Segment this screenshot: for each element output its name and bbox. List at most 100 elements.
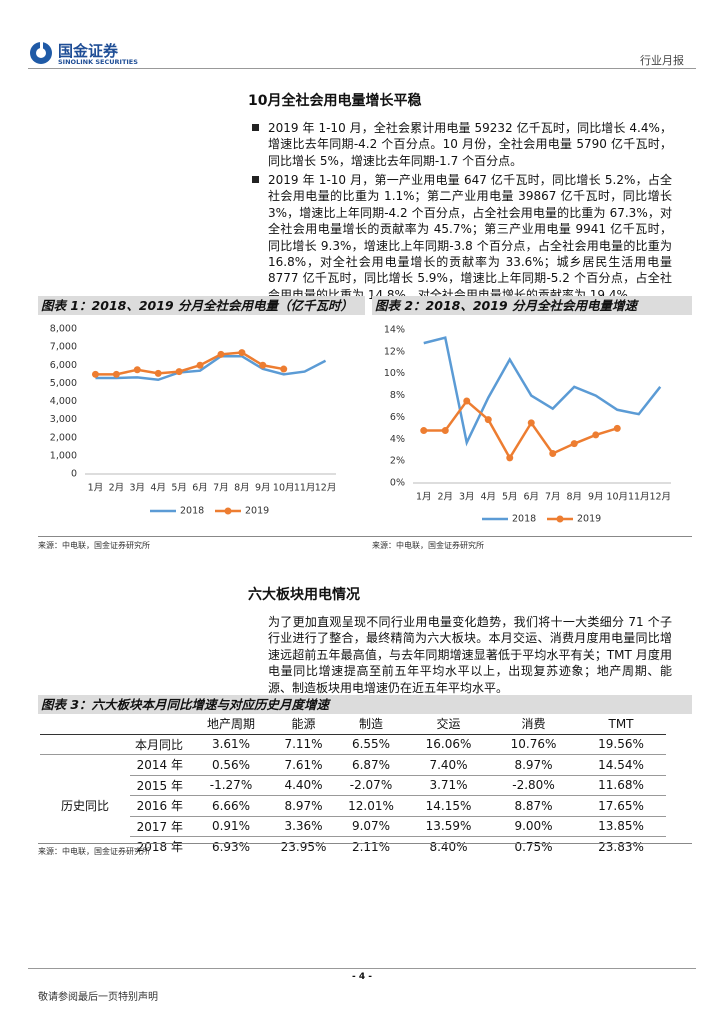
y-tick-label: 2,000 <box>50 432 77 443</box>
y-tick-label: 4% <box>390 434 405 445</box>
point <box>463 397 471 405</box>
bullet: 2019 年 1-10 月，第一产业用电量 647 亿千瓦时，同比增长 5.2%… <box>252 172 672 303</box>
cell: 8.97% <box>491 754 576 776</box>
row-label: 本月同比 <box>40 734 191 755</box>
y-tick-label: 6,000 <box>50 360 77 371</box>
y-tick-label: 5,000 <box>50 378 77 389</box>
y-tick-label: 12% <box>384 346 405 357</box>
cell: 7.61% <box>271 754 336 776</box>
cell: 11.68% <box>576 775 666 796</box>
x-tick-label: 5月 <box>502 492 518 503</box>
y-tick-label: 3,000 <box>50 414 77 425</box>
series-line <box>423 399 618 461</box>
point <box>91 370 99 378</box>
x-tick-label: 6月 <box>523 492 539 503</box>
y-tick-label: 7,000 <box>50 342 77 353</box>
cell: 0.91% <box>191 816 271 837</box>
x-tick-label: 3月 <box>130 483 146 494</box>
charts: 0 1,000 2,000 3,000 4,000 5,000 6,000 7,000 8,00… <box>50 324 671 525</box>
cell: 6.93% <box>211 839 251 854</box>
point <box>196 361 204 369</box>
history-row: 2016 年 6.66% 8.97% 12.01% 14.15% 8.87% 17.65% <box>40 795 666 817</box>
legend-label: 2019 <box>245 506 269 517</box>
column-header: 制造 <box>336 714 406 735</box>
report-type: 行业月报 <box>640 54 684 67</box>
point <box>570 440 578 448</box>
cell: -2.07% <box>336 775 406 796</box>
series-line <box>95 351 284 376</box>
figure-rule <box>38 536 692 537</box>
x-tick-label: 8月 <box>234 483 250 494</box>
cell: -2.80% <box>491 775 576 796</box>
y-tick-label: 6% <box>390 412 405 423</box>
cell: 8.97% <box>271 795 336 817</box>
cell: 3.61% <box>191 734 271 755</box>
x-tick-label: 2月 <box>109 483 125 494</box>
row-label: 2014 年 <box>130 754 191 776</box>
cell: 8.40% <box>429 839 468 854</box>
logo-cn: 国金证券 <box>58 42 119 60</box>
page-number: - 4 - <box>352 972 372 982</box>
legend-label: 2018 <box>512 514 536 525</box>
column-header: 消费 <box>491 714 576 735</box>
history-row: 2015 年 -1.27% 4.40% -2.07% 3.71% -2.80% 11.68% <box>40 775 666 796</box>
group-label: 历史同比 <box>60 799 109 814</box>
row-label: 2017 年 <box>130 816 191 837</box>
point <box>112 370 120 378</box>
cell: 6.87% <box>336 754 406 776</box>
column-header: 能源 <box>271 714 336 735</box>
column-header: 地产周期 <box>191 714 271 735</box>
cell: 16.06% <box>406 734 491 755</box>
history-row: 2017 年 0.91% 3.36% 9.07% 13.59% 9.00% 13.85% <box>40 816 666 837</box>
point <box>259 361 267 369</box>
cell: 9.07% <box>336 816 406 837</box>
cell: 0.75% <box>514 839 553 854</box>
x-tick-label: 10月 <box>273 483 295 494</box>
source: 来源：中电联，国金证券研究所 <box>38 847 150 856</box>
y-tick-label: 4,000 <box>50 396 77 407</box>
y-tick-label: 0 <box>71 469 77 480</box>
point <box>441 427 449 435</box>
table-rule <box>38 843 692 844</box>
cell: 9.00% <box>491 816 576 837</box>
cell: 17.65% <box>576 795 666 817</box>
x-tick-label: 4月 <box>480 492 496 503</box>
cell: 6.55% <box>336 734 406 755</box>
x-tick-label: 12月 <box>649 492 671 503</box>
x-tick-label: 1月 <box>88 483 104 494</box>
cell: 6.66% <box>191 795 271 817</box>
y-tick-label: 10% <box>384 368 405 379</box>
point <box>506 454 514 462</box>
cell: 7.40% <box>406 754 491 776</box>
x-tick-label: 10月 <box>606 492 628 503</box>
cell: 12.01% <box>336 795 406 817</box>
cell: 23.95% <box>280 839 327 854</box>
point <box>154 369 162 377</box>
cell: 2.11% <box>351 839 391 854</box>
legend-marker <box>556 515 564 523</box>
footer-rule <box>28 968 696 969</box>
x-tick-label: 3月 <box>459 492 475 503</box>
series-line <box>95 354 327 382</box>
cell: 14.15% <box>406 795 491 817</box>
x-tick-label: 7月 <box>545 492 561 503</box>
figure-title: 图表 1：2018、2019 分月全社会用电量（亿千瓦时） <box>38 296 365 315</box>
x-tick-label: 11月 <box>628 492 650 503</box>
x-tick-label: 4月 <box>150 483 166 494</box>
paragraph: 为了更加直观呈现不同行业用电量变化趋势，我们将十一大类细分 71 个子行业进行了… <box>268 615 672 695</box>
point <box>238 349 246 357</box>
y-tick-label: 8,000 <box>50 324 77 335</box>
x-tick-label: 8月 <box>566 492 582 503</box>
point <box>484 416 492 424</box>
cell: 0.56% <box>191 754 271 776</box>
cell: 14.54% <box>576 754 666 776</box>
x-tick-label: 6月 <box>192 483 208 494</box>
point <box>280 365 288 373</box>
cell: 8.87% <box>491 795 576 817</box>
table: 地产周期 能源 制造 交运 消费 TMT 本月同比 3.61% 7.11% 6.55% 16.06%… <box>40 714 666 857</box>
y-tick-label: 8% <box>390 390 405 401</box>
disclaimer: 敬请参阅最后一页特别声明 <box>38 992 158 1003</box>
point <box>217 350 225 358</box>
series-line <box>423 336 662 447</box>
